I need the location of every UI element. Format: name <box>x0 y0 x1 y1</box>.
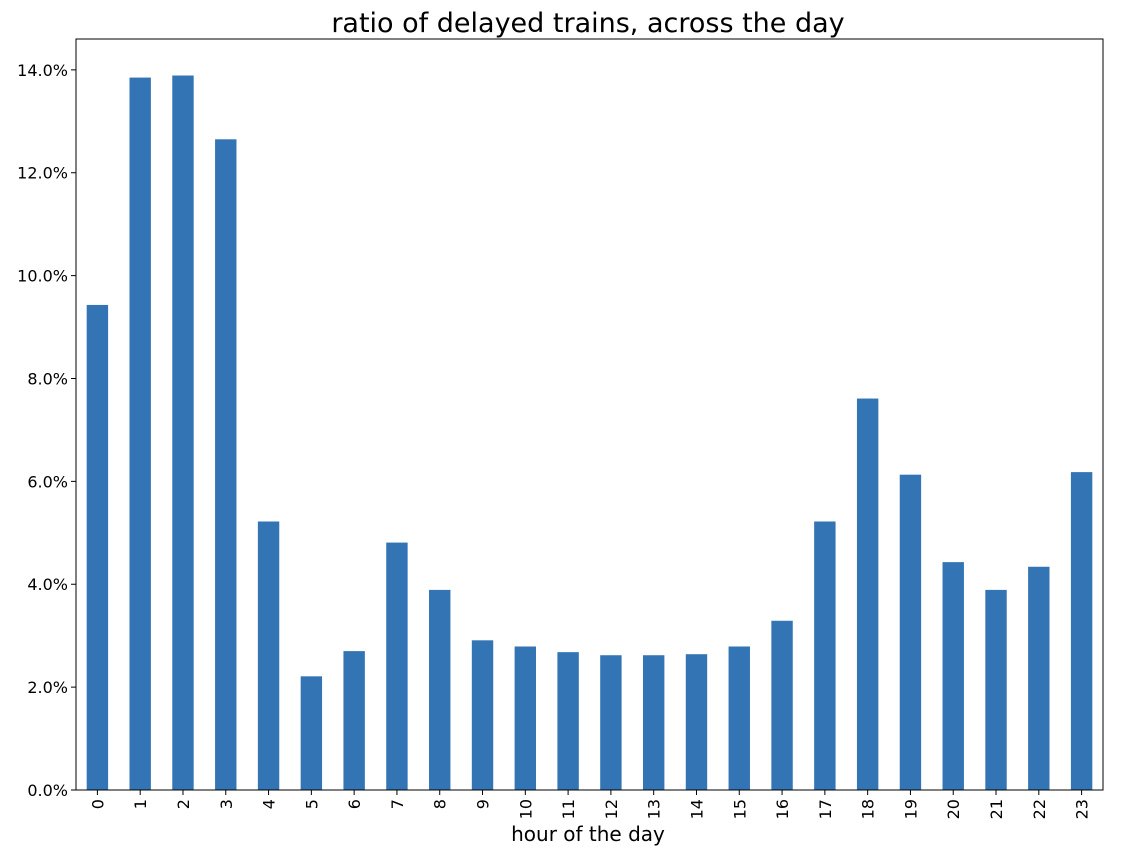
bar-hour-10 <box>514 646 537 790</box>
bar-hour-14 <box>685 654 708 790</box>
bar-hour-18 <box>856 398 879 790</box>
bar-hour-21 <box>985 589 1007 790</box>
x-axis-label: hour of the day <box>511 822 665 846</box>
x-tick-label: 12 <box>602 799 621 819</box>
bar-hour-6 <box>343 651 365 790</box>
x-tick-label: 7 <box>388 799 407 809</box>
x-axis: 0 1 2 3 4 5 6 7 8 9 10 11 12 13 14 15 16 17 18 19 20 21 22 23 <box>88 790 1092 819</box>
x-tick-label: 11 <box>559 799 578 819</box>
x-tick-label: 18 <box>859 799 878 819</box>
x-tick-label: 15 <box>730 799 749 819</box>
bar-hour-2 <box>172 75 194 790</box>
x-tick-label: 16 <box>773 799 792 819</box>
x-tick-label: 22 <box>1030 799 1049 819</box>
x-tick-label: 3 <box>217 799 236 809</box>
bar-hour-16 <box>771 620 793 790</box>
bar-hour-22 <box>1028 566 1050 790</box>
x-tick-label: 1 <box>131 799 150 809</box>
y-tick-label: 0.0% <box>27 781 68 800</box>
x-tick-label: 13 <box>645 799 664 819</box>
bar-hour-12 <box>600 655 622 790</box>
x-tick-label: 8 <box>431 799 450 809</box>
bar-hour-4 <box>257 521 280 790</box>
bar-hour-1 <box>129 77 151 790</box>
bar-hour-20 <box>942 562 964 790</box>
x-tick-label: 9 <box>474 799 493 809</box>
y-tick-label: 10.0% <box>17 267 68 286</box>
y-tick-label: 8.0% <box>27 369 68 388</box>
y-tick-label: 12.0% <box>17 164 68 183</box>
plot-frame <box>75 38 1104 791</box>
bars <box>86 75 1093 791</box>
chart-title: ratio of delayed trains, across the day <box>331 8 844 39</box>
x-tick-label: 10 <box>516 799 535 819</box>
bar-hour-17 <box>814 521 836 790</box>
x-tick-label: 19 <box>901 799 920 819</box>
x-tick-label: 23 <box>1073 799 1092 819</box>
x-tick-label: 5 <box>302 799 321 809</box>
y-axis: 0.0% 2.0% 4.0% 6.0% 8.0% 10.0% 12.0% 14.0% <box>17 61 76 800</box>
bar-hour-13 <box>642 655 665 790</box>
y-tick-label: 2.0% <box>27 678 68 697</box>
x-tick-label: 6 <box>345 799 364 809</box>
x-tick-label: 4 <box>260 799 279 809</box>
bar-hour-8 <box>429 589 451 790</box>
bar-hour-23 <box>1070 472 1093 790</box>
bar-hour-7 <box>386 542 408 790</box>
bar-hour-5 <box>300 676 323 790</box>
x-tick-label: 2 <box>174 799 193 809</box>
x-tick-label: 14 <box>687 799 706 819</box>
x-tick-label: 0 <box>88 799 107 809</box>
bar-hour-3 <box>215 139 237 791</box>
x-tick-label: 21 <box>987 799 1006 819</box>
bar-hour-15 <box>728 646 750 790</box>
bar-hour-19 <box>899 474 922 790</box>
y-tick-label: 4.0% <box>27 575 68 594</box>
x-tick-label: 20 <box>944 799 963 819</box>
bar-hour-9 <box>471 640 494 790</box>
y-tick-label: 14.0% <box>17 61 68 80</box>
x-tick-label: 17 <box>816 799 835 819</box>
bar-hour-11 <box>557 652 579 790</box>
bar-hour-0 <box>86 304 109 790</box>
y-tick-label: 6.0% <box>27 472 68 491</box>
